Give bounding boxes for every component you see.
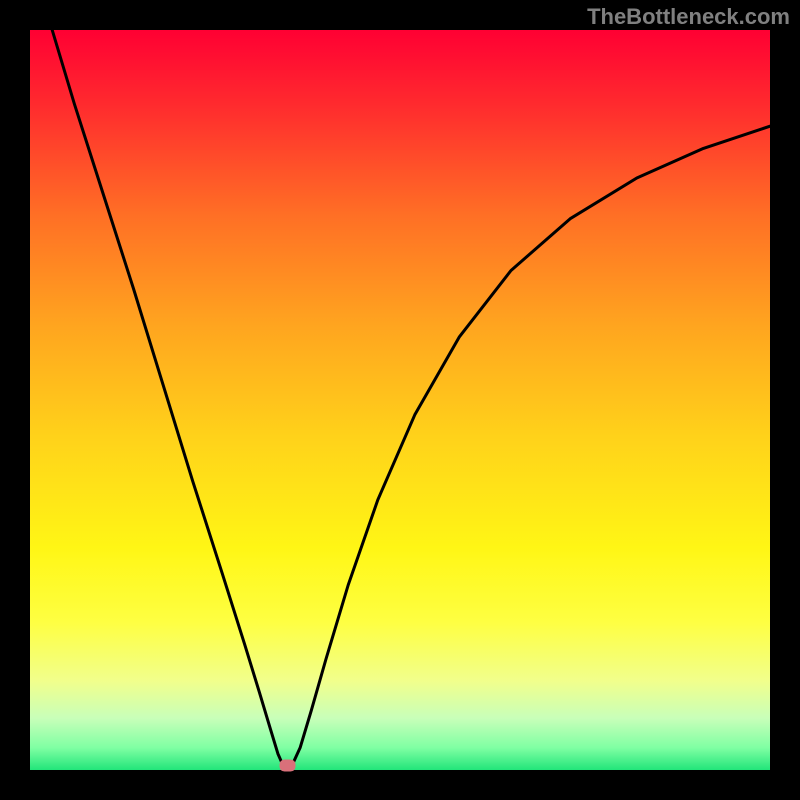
watermark-text: TheBottleneck.com [587,4,790,30]
bottleneck-chart [0,0,800,800]
minimum-marker [280,760,296,772]
chart-container: TheBottleneck.com [0,0,800,800]
plot-background [30,30,770,770]
